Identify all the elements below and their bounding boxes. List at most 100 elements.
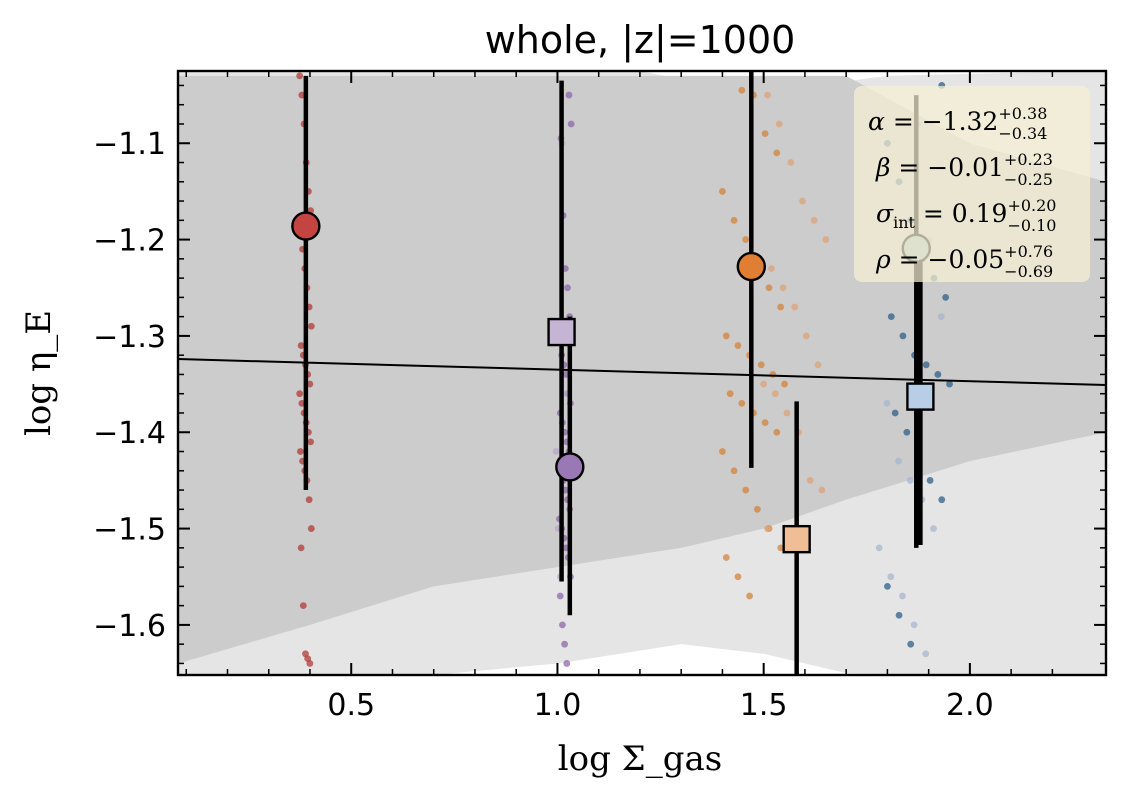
data-point [906, 477, 914, 484]
mean-marker [736, 251, 766, 282]
annotation-box [854, 86, 1090, 282]
data-point [779, 284, 787, 292]
data-point [883, 399, 891, 407]
data-point [937, 313, 945, 321]
data-point [910, 621, 918, 629]
data-point [922, 650, 930, 658]
data-point [730, 467, 738, 475]
x-axis-label: log Σ_gas [558, 739, 722, 779]
data-point [781, 380, 788, 388]
y-tick-label: −1.3 [93, 320, 166, 355]
data-point [738, 86, 746, 94]
data-point [307, 438, 314, 446]
data-point [938, 496, 946, 504]
data-point [887, 313, 895, 321]
data-point [769, 371, 777, 378]
data-point [757, 361, 765, 369]
data-point [773, 149, 781, 157]
y-tick-label: −1.4 [93, 416, 166, 451]
data-point [773, 428, 781, 436]
data-point [559, 621, 566, 629]
data-point [306, 660, 314, 667]
data-point [305, 496, 313, 504]
data-point [753, 505, 761, 513]
data-point [297, 544, 305, 552]
data-point [810, 216, 818, 224]
data-point [746, 592, 753, 600]
data-point [922, 361, 930, 369]
mean-marker [782, 524, 811, 554]
data-point [934, 371, 942, 378]
data-point [818, 486, 826, 494]
data-point [791, 303, 799, 311]
data-point [742, 236, 750, 243]
data-point [875, 544, 883, 552]
data-point [799, 197, 806, 205]
data-point [761, 130, 769, 138]
data-point [552, 448, 560, 455]
data-point [307, 525, 315, 532]
data-point [296, 448, 304, 455]
annotation-line: σint = 0.19+0.20 −0.10 [876, 196, 1056, 235]
data-point [764, 91, 771, 99]
data-point [564, 284, 571, 292]
x-tick-label: 0.5 [327, 688, 375, 723]
data-point [903, 428, 911, 436]
data-point [297, 342, 305, 349]
data-point [777, 303, 785, 311]
y-tick-label: −1.1 [93, 127, 166, 162]
data-point [899, 592, 906, 600]
data-point [561, 640, 569, 648]
x-tick-label: 1.0 [534, 688, 582, 723]
data-point [891, 409, 899, 417]
data-point [306, 380, 314, 388]
data-point [942, 293, 950, 301]
data-point [760, 380, 768, 388]
data-point [298, 91, 306, 99]
data-point [887, 573, 895, 581]
data-point [783, 409, 791, 417]
data-point [722, 554, 730, 561]
data-point [722, 332, 730, 340]
fit-annotation: α = −1.32+0.38 −0.34 β = −0.01+0.23 −0.25 σi… [854, 86, 1090, 282]
data-point [768, 265, 775, 272]
data-point [775, 120, 783, 128]
data-point [563, 660, 571, 667]
data-point [802, 332, 810, 340]
data-point [930, 525, 937, 532]
y-tick-label: −1.2 [93, 224, 166, 259]
data-point [926, 477, 934, 484]
x-tick-label: 1.5 [740, 688, 788, 723]
mean-marker [555, 452, 585, 482]
data-point [567, 120, 575, 128]
y-axis-label: log η_E [19, 310, 59, 436]
axis-ticks [178, 71, 1106, 675]
mean-marker [906, 382, 935, 411]
data-point [719, 448, 726, 455]
data-point [895, 457, 902, 465]
data-point [787, 159, 795, 166]
data-point [907, 640, 915, 648]
data-point [771, 390, 779, 398]
annotation-line: α = −1.32+0.38 −0.34 [868, 104, 1047, 143]
data-point [895, 611, 903, 619]
data-point [777, 544, 785, 552]
plot-frame [176, 69, 1108, 677]
chart-title: whole, |z|=1000 [485, 18, 796, 63]
x-tick-label: 2.0 [946, 688, 994, 723]
data-point [298, 399, 306, 407]
y-tick-label: −1.6 [93, 609, 166, 644]
data-point [761, 419, 769, 427]
plot-area: α = −1.32+0.38 −0.34 β = −0.01+0.23 −0.25 σi… [178, 71, 1106, 675]
data-point [734, 342, 742, 349]
data-point [899, 332, 907, 340]
data-point [814, 361, 822, 369]
mean-marker [547, 317, 576, 347]
data-point [296, 72, 304, 80]
white-region-bottom [178, 644, 1106, 675]
data-point [726, 390, 734, 398]
data-point [299, 602, 307, 610]
data-point [742, 486, 750, 494]
data-point [764, 525, 771, 532]
